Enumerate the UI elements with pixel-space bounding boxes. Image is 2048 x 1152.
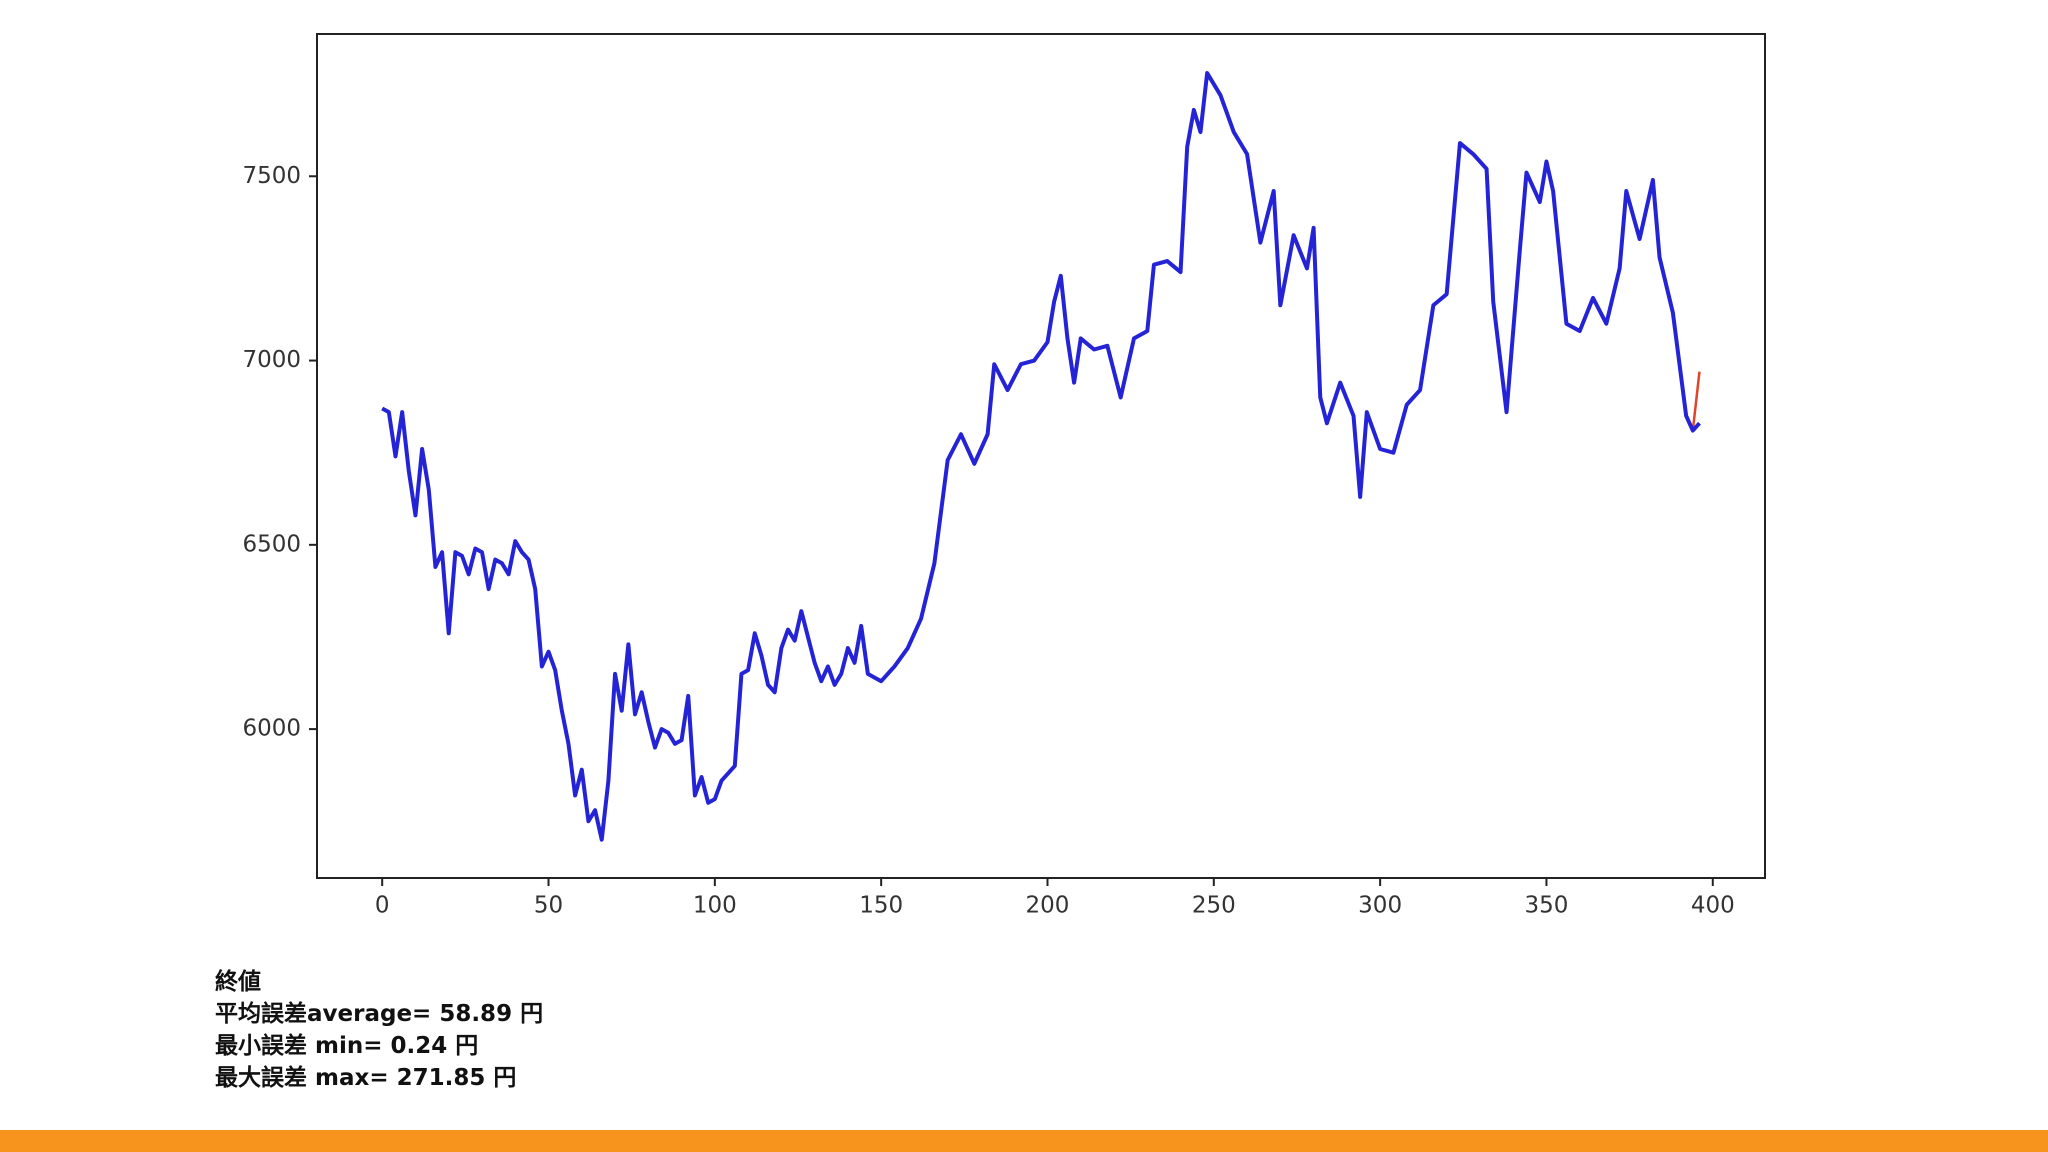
footer-bar <box>0 1130 2048 1152</box>
x-tick-label: 350 <box>1524 893 1568 919</box>
x-tick-label: 200 <box>1026 893 1070 919</box>
x-tick-label: 250 <box>1192 893 1236 919</box>
chart: 6000 6500 7000 7500 0 50 100 150 200 250 300 350 400 <box>242 33 1766 919</box>
y-tick-label: 6500 <box>242 531 301 557</box>
x-tick-label: 0 <box>375 893 390 919</box>
series-line <box>381 71 1701 841</box>
annotation: 終値 <box>215 969 261 995</box>
y-tick-label: 7500 <box>242 163 301 189</box>
annotation: 最大誤差 max= 271.85 円 <box>215 1065 517 1091</box>
y-tick-label: 6000 <box>242 716 301 742</box>
x-tick-label: 150 <box>859 893 903 919</box>
x-tick-label: 400 <box>1691 893 1735 919</box>
series-line <box>381 71 1701 842</box>
annotation: 最小誤差 min= 0.24 円 <box>215 1033 479 1059</box>
x-tick-label: 100 <box>693 893 737 919</box>
y-tick-label: 7000 <box>242 347 301 373</box>
annotation: 平均誤差average= 58.89 円 <box>215 1001 544 1027</box>
x-tick-label: 50 <box>534 893 563 919</box>
plot-frame <box>316 33 1766 879</box>
x-tick-label: 300 <box>1358 893 1402 919</box>
